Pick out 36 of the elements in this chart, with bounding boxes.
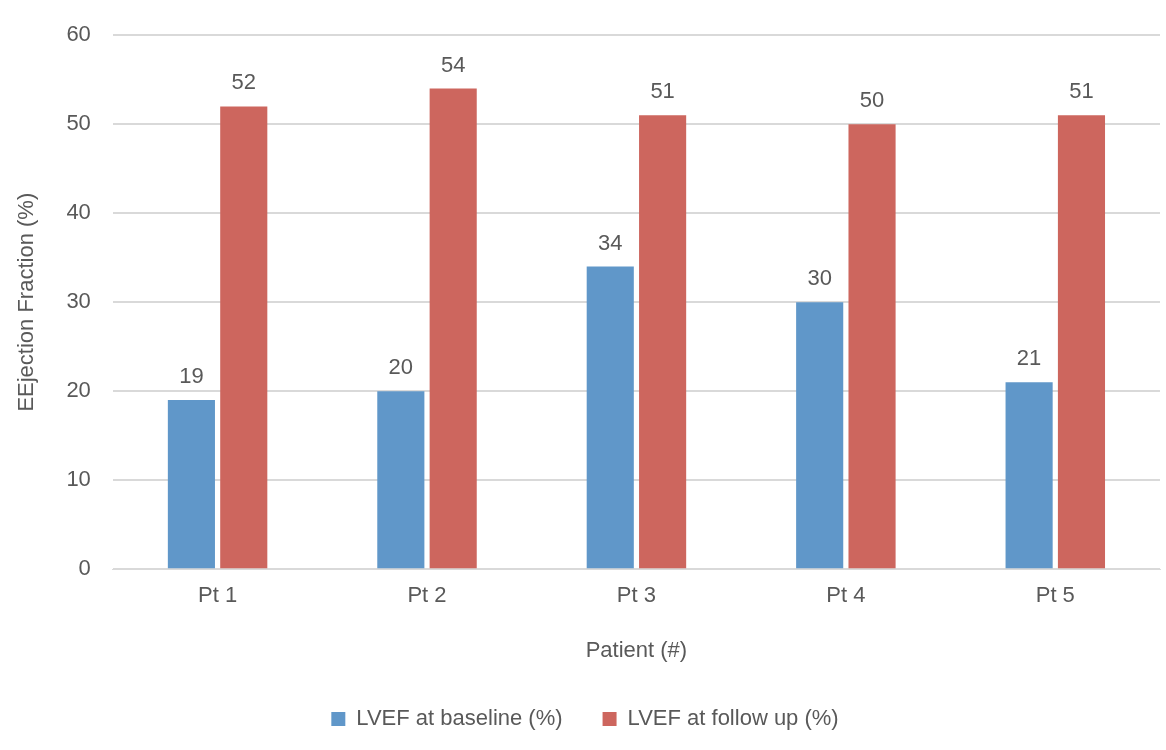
bar — [848, 124, 896, 569]
data-label: 21 — [1016, 345, 1042, 371]
data-label: 51 — [1069, 78, 1094, 104]
bar — [586, 266, 634, 569]
data-label: 19 — [179, 363, 204, 389]
x-tick-label: Pt 5 — [1035, 582, 1075, 608]
data-label: 20 — [388, 354, 414, 380]
y-tick-label: 30 — [66, 288, 91, 314]
x-tick-label: Pt 3 — [616, 582, 657, 608]
data-label: 54 — [440, 51, 466, 77]
x-tick-label: Pt 1 — [198, 582, 238, 608]
y-tick-label: 40 — [66, 199, 91, 225]
data-label: 51 — [650, 78, 675, 104]
bar — [639, 115, 687, 569]
y-tick-label: 50 — [66, 110, 91, 136]
legend-label: LVEF at follow up (%) — [627, 705, 839, 731]
legend-label: LVEF at baseline (%) — [356, 705, 563, 731]
y-tick-label: 10 — [66, 466, 91, 492]
bar — [167, 400, 215, 569]
y-axis-title: EEjection Fraction (%) — [13, 192, 39, 412]
data-label: 34 — [598, 229, 623, 255]
bar — [1005, 382, 1053, 569]
bar — [796, 302, 844, 569]
data-label: 50 — [859, 87, 885, 113]
bar — [220, 106, 268, 569]
x-tick-label: Pt 4 — [826, 582, 866, 608]
data-label: 52 — [231, 69, 256, 95]
y-tick-label: 60 — [66, 21, 91, 47]
y-tick-label: 20 — [66, 377, 91, 403]
bar — [429, 88, 477, 569]
x-tick-label: Pt 2 — [407, 582, 447, 608]
x-axis-title: Patient (#) — [585, 636, 688, 662]
bar — [1057, 115, 1106, 569]
data-label: 30 — [807, 265, 832, 291]
bar — [377, 391, 425, 569]
y-tick-label: 0 — [78, 555, 91, 581]
